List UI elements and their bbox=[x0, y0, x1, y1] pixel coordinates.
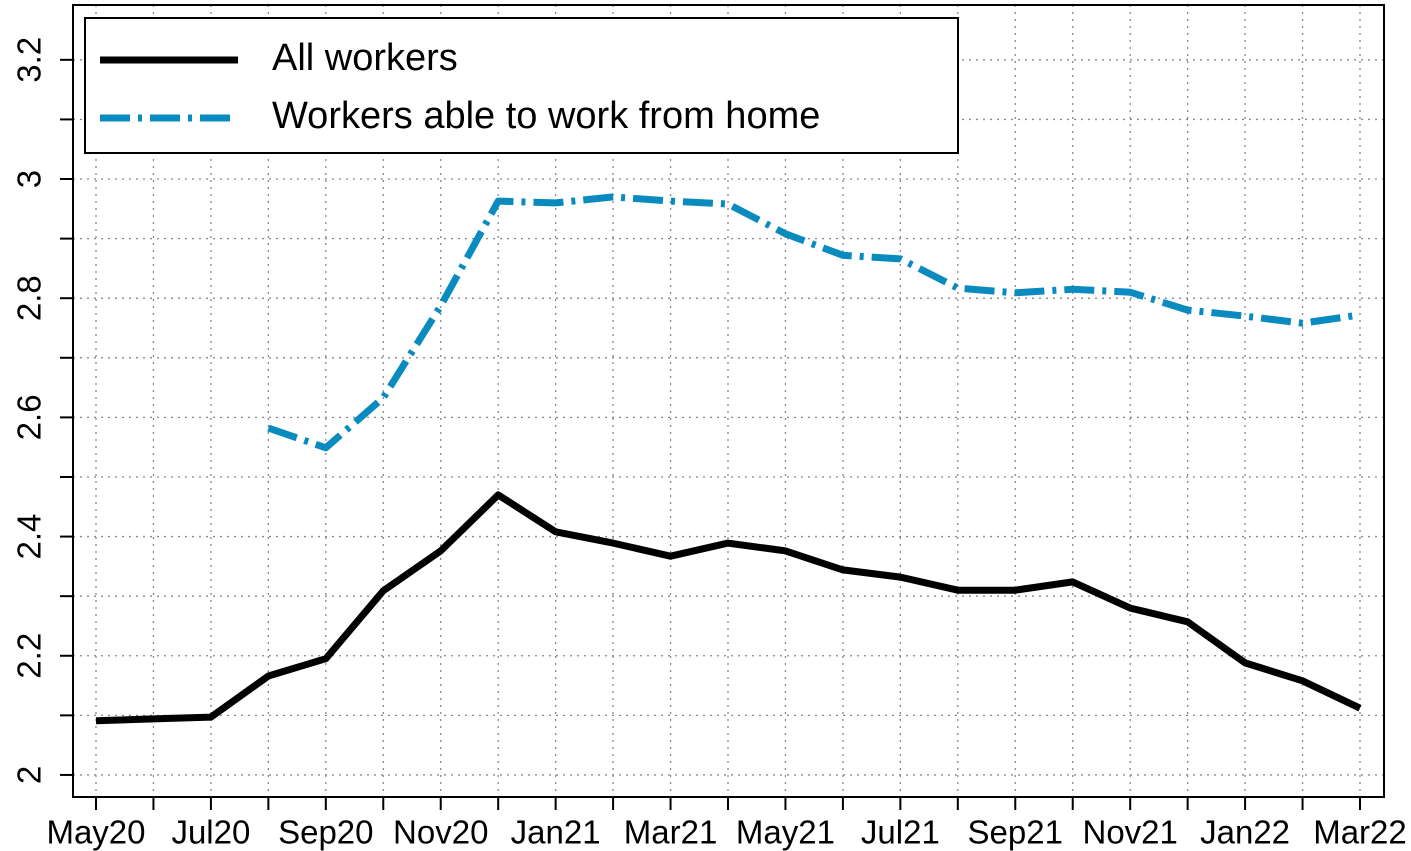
x-tick-label: Mar21 bbox=[624, 814, 718, 851]
y-tick-label: 2.4 bbox=[11, 514, 48, 560]
series-line bbox=[95, 491, 1362, 725]
legend-label: Workers able to work from home bbox=[272, 95, 820, 137]
x-tick-label: Sep21 bbox=[968, 814, 1063, 851]
x-tick-label: Jan22 bbox=[1200, 814, 1290, 851]
x-tick-label: May20 bbox=[46, 814, 145, 851]
plot-frame bbox=[72, 4, 1385, 798]
y-tick-label: 3 bbox=[11, 170, 48, 188]
series-line bbox=[267, 193, 1361, 452]
y-tick-label: 3.2 bbox=[11, 37, 48, 83]
x-tick-label: May21 bbox=[736, 814, 835, 851]
y-tick-label: 2.8 bbox=[11, 275, 48, 321]
legend-box bbox=[84, 17, 959, 154]
y-tick-label: 2 bbox=[11, 766, 48, 784]
x-tick-label: Jan21 bbox=[511, 814, 601, 851]
y-tick-label: 2.6 bbox=[11, 394, 48, 440]
x-tick-label: Jul21 bbox=[861, 814, 940, 851]
x-tick-label: Mar22 bbox=[1313, 814, 1407, 851]
legend: All workers Workers able to work from hom… bbox=[84, 17, 959, 154]
x-tick-label: Jul20 bbox=[171, 814, 250, 851]
y-tick-label: 2.2 bbox=[11, 633, 48, 679]
x-tick-label: Nov20 bbox=[393, 814, 488, 851]
x-tick-label: Sep20 bbox=[278, 814, 373, 851]
legend-label: All workers bbox=[272, 37, 458, 79]
x-tick-label: Nov21 bbox=[1082, 814, 1177, 851]
